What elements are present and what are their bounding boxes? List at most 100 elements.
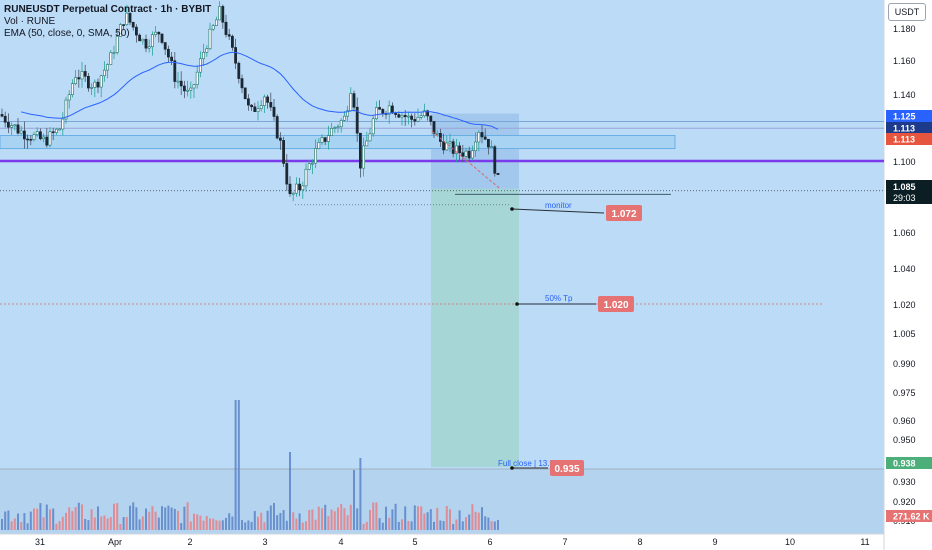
- volume-bar: [186, 502, 189, 530]
- volume-bar: [471, 504, 474, 530]
- volume-bar: [484, 516, 487, 530]
- volume-bar: [477, 512, 480, 530]
- candle-body: [288, 183, 292, 195]
- candle-body: [71, 83, 74, 95]
- currency-selector[interactable]: USDT: [888, 3, 926, 21]
- candle-body: [358, 132, 362, 169]
- x-tick-label: 10: [785, 537, 795, 547]
- volume-bar: [250, 521, 253, 530]
- volume-bar: [36, 508, 39, 530]
- ema-line: [21, 51, 499, 130]
- candle-body: [310, 162, 314, 165]
- candle-body: [477, 132, 481, 143]
- volume-bar: [132, 502, 135, 530]
- volume-bar: [385, 506, 387, 530]
- candle-body: [125, 12, 129, 25]
- full-close-label: Full close | 13.????: [498, 459, 568, 468]
- candle-body: [189, 87, 193, 91]
- volume-bar: [58, 521, 61, 530]
- volume-bar: [71, 511, 74, 530]
- candle-body: [253, 106, 257, 112]
- candle-body: [432, 121, 436, 134]
- volume-bar: [97, 506, 99, 530]
- x-tick-label: 5: [412, 537, 417, 547]
- candle-body: [51, 131, 55, 134]
- candle-body: [218, 6, 222, 21]
- candle-body: [371, 118, 375, 135]
- candle-body: [13, 124, 17, 127]
- volume-bar: [372, 502, 375, 530]
- volume-bar: [397, 521, 400, 530]
- candle-body: [186, 89, 190, 92]
- candle-body: [131, 22, 135, 28]
- volume-bar: [378, 518, 381, 530]
- full-close-value-bg: [550, 460, 584, 476]
- x-tick-label: 8: [637, 537, 642, 547]
- candle-body: [54, 128, 58, 133]
- candle-body: [250, 104, 254, 108]
- y-tick-label: 1.140: [893, 90, 916, 100]
- volume-bar: [381, 522, 384, 530]
- y-tick-label: 1.160: [893, 56, 916, 66]
- volume-bar: [481, 507, 483, 530]
- candle-body: [61, 118, 65, 130]
- monitor-arrow: [511, 208, 605, 214]
- candle-body: [483, 136, 487, 140]
- candle-body: [128, 12, 132, 23]
- candle-body: [419, 115, 423, 118]
- volume-bar: [324, 504, 327, 530]
- candle-body: [397, 114, 401, 118]
- candle-body: [336, 126, 340, 129]
- candle-body: [426, 110, 430, 117]
- volume-bar: [356, 508, 359, 530]
- volume-bar: [20, 521, 23, 530]
- candle-body: [333, 127, 337, 129]
- candle-body: [42, 136, 46, 140]
- x-tick-label: 6: [487, 537, 492, 547]
- candle-body: [231, 35, 234, 48]
- candle-body: [122, 24, 126, 26]
- candle-body: [317, 142, 321, 149]
- candle-body: [0, 114, 4, 117]
- candle-body: [45, 136, 49, 146]
- x-tick-label: 3: [262, 537, 267, 547]
- tag-resistance-mid-bg: [886, 122, 932, 134]
- candle-body: [342, 115, 346, 121]
- y-tick-label: 0.930: [893, 477, 916, 487]
- candle-body: [32, 134, 36, 140]
- volume-bar: [308, 509, 311, 530]
- candle-body: [115, 36, 119, 53]
- volume-bar: [1, 519, 3, 530]
- candle-body: [170, 56, 174, 61]
- volume-bar: [199, 515, 202, 530]
- volume-bar: [314, 519, 317, 530]
- volume-bar: [317, 506, 320, 530]
- candle-body: [445, 142, 449, 151]
- candle-body: [326, 135, 330, 142]
- candle-body: [3, 115, 7, 123]
- volume-bar: [33, 508, 35, 530]
- candle-body: [151, 34, 154, 48]
- candle-body: [368, 133, 372, 142]
- volume-bar: [228, 513, 231, 530]
- monitor-value-bg: [606, 205, 642, 221]
- volume-bar: [55, 523, 58, 530]
- candle-body: [93, 81, 97, 88]
- volume-bar: [125, 517, 128, 530]
- volume-bar: [423, 513, 426, 530]
- volume-bar: [349, 504, 352, 530]
- volume-bar: [311, 509, 314, 530]
- volume-bar: [388, 517, 391, 530]
- volume-bar: [170, 507, 173, 530]
- candle-body: [451, 141, 455, 154]
- y-tick-label: 0.990: [893, 359, 916, 369]
- volume-bar: [106, 518, 109, 530]
- candle-body: [320, 137, 324, 143]
- volume-bar: [189, 521, 192, 530]
- volume-bar: [148, 511, 151, 530]
- volume-bar: [29, 511, 32, 530]
- volume-bar: [442, 521, 445, 530]
- candle-body: [119, 24, 122, 37]
- volume-bar: [285, 520, 288, 530]
